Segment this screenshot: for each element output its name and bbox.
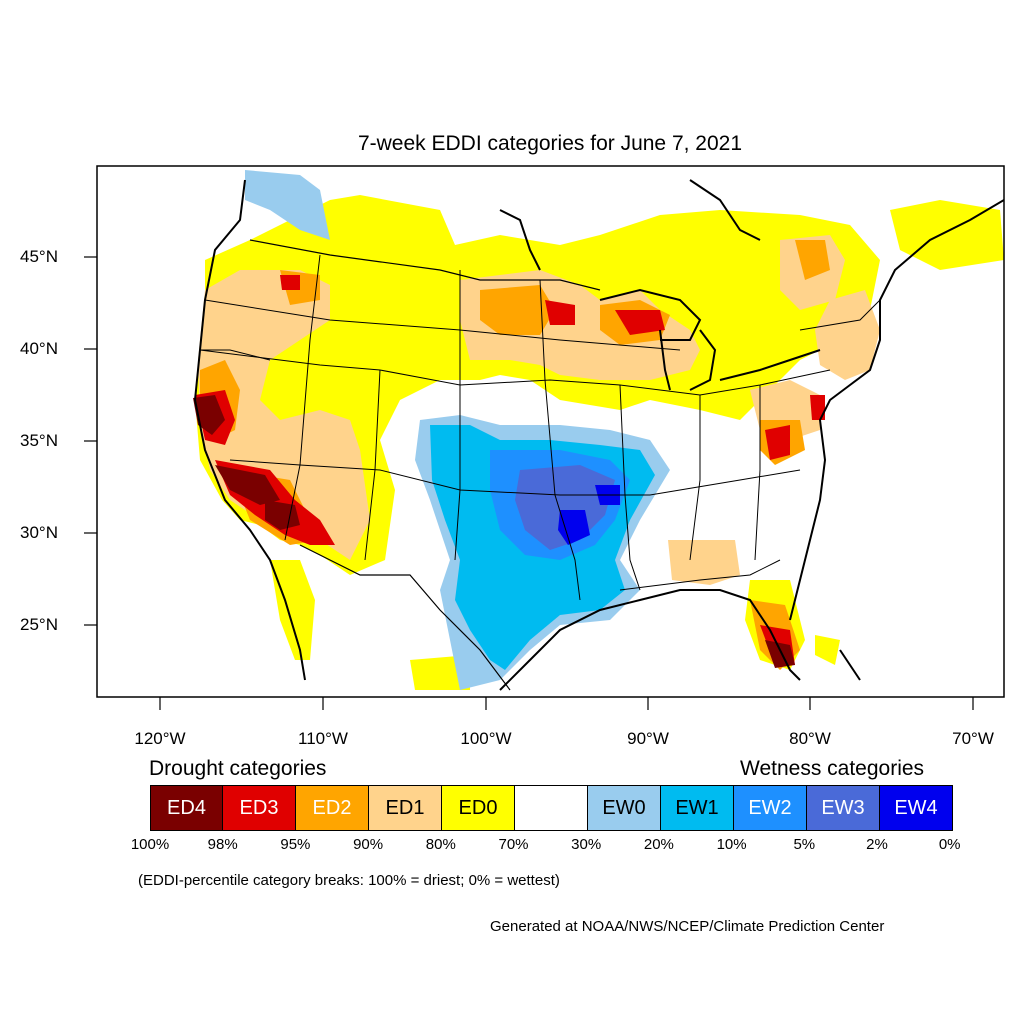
percent-break-label: 80%	[425, 836, 456, 853]
boundaries	[199, 239, 881, 691]
drought-heading: Drought categories	[149, 757, 327, 780]
lat-label: 45°N	[20, 247, 58, 266]
credit-text: Generated at NOAA/NWS/NCEP/Climate Predi…	[490, 918, 885, 935]
legend-box-ed4: ED4	[150, 785, 223, 831]
lon-ticks	[159, 697, 974, 710]
percent-break-label: 5%	[793, 836, 816, 853]
legend-box-ew2: EW2	[734, 785, 807, 831]
legend-box-ew0: EW0	[588, 785, 661, 831]
percent-break-label: 10%	[716, 836, 747, 853]
lat-label: 30°N	[20, 523, 58, 542]
ew3-region	[515, 465, 615, 550]
category-note: (EDDI-percentile category breaks: 100% =…	[138, 872, 560, 889]
legend-box-ed0: ED0	[442, 785, 515, 831]
legend-box-normal	[515, 785, 588, 831]
percent-break-label: 30%	[571, 836, 602, 853]
map-title: 7-week EDDI categories for June 7, 2021	[357, 132, 743, 155]
lat-ticks	[84, 256, 97, 626]
legend-box-ed1: ED1	[369, 785, 442, 831]
lon-label: 90°W	[627, 729, 669, 748]
legend-box-ed3: ED3	[223, 785, 296, 831]
lat-label: 40°N	[20, 339, 58, 358]
legend-box-ed2: ED2	[296, 785, 369, 831]
percent-break-label: 2%	[866, 836, 888, 853]
percent-break-label: 20%	[643, 836, 674, 853]
percent-break-label: 95%	[280, 836, 311, 853]
category-legend: ED4 ED3 ED2 ED1 ED0 EW0 EW1 EW2 EW3 EW4	[150, 785, 953, 831]
percent-break-label: 90%	[353, 836, 384, 853]
coastlines	[193, 179, 1004, 691]
lon-label: 70°W	[952, 729, 994, 748]
legend-box-ew4: EW4	[880, 785, 953, 831]
percent-break-label: 98%	[207, 836, 238, 853]
percent-break-label: 70%	[498, 836, 529, 853]
lat-label: 25°N	[20, 615, 58, 634]
lon-label: 120°W	[134, 729, 186, 748]
lat-label: 35°N	[20, 431, 58, 450]
percent-break-label: 100%	[130, 836, 170, 853]
lon-label: 100°W	[460, 729, 512, 748]
map-frame	[96, 165, 1005, 698]
percent-break-label: 0%	[938, 836, 961, 853]
lon-label: 80°W	[789, 729, 831, 748]
legend-box-ew1: EW1	[661, 785, 734, 831]
wetness-heading: Wetness categories	[740, 757, 925, 780]
lon-label: 110°W	[298, 729, 348, 748]
legend-box-ew3: EW3	[807, 785, 880, 831]
